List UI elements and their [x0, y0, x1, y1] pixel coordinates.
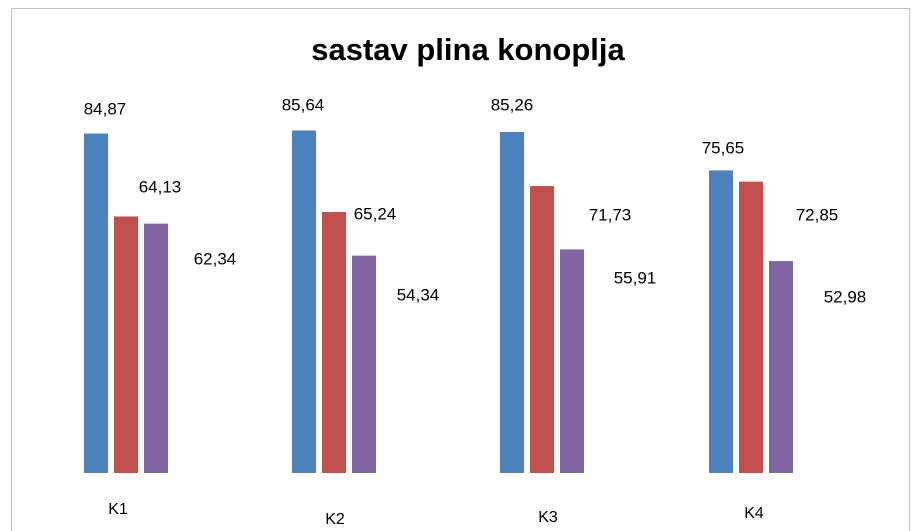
chart-title: sastav plina konoplja	[311, 32, 625, 67]
x-tick-label: K1	[108, 501, 128, 518]
bar	[739, 181, 763, 473]
data-label: 64,13	[139, 177, 182, 196]
bar	[560, 249, 584, 473]
bar	[144, 223, 168, 473]
data-label: 75,65	[702, 138, 745, 157]
data-label: 85,26	[491, 95, 534, 114]
data-label: 71,73	[589, 205, 632, 224]
bar	[292, 130, 316, 473]
data-label: 84,87	[84, 99, 127, 118]
bar	[84, 133, 108, 473]
data-label: 54,34	[397, 285, 440, 304]
x-tick-label: K2	[325, 511, 345, 528]
data-label: 62,34	[194, 249, 237, 268]
data-label: 65,24	[354, 204, 397, 223]
bar	[500, 131, 524, 473]
x-tick-label: K4	[744, 505, 764, 522]
x-tick-label: K3	[538, 509, 558, 526]
data-label: 52,98	[824, 287, 867, 306]
bar	[322, 212, 346, 474]
data-label: 55,91	[614, 268, 657, 287]
bar	[530, 186, 554, 473]
bar	[709, 170, 733, 473]
data-label: 72,85	[796, 205, 839, 224]
bar	[352, 255, 376, 473]
bar	[769, 261, 793, 473]
data-label: 85,64	[282, 95, 325, 114]
bar	[114, 216, 138, 474]
